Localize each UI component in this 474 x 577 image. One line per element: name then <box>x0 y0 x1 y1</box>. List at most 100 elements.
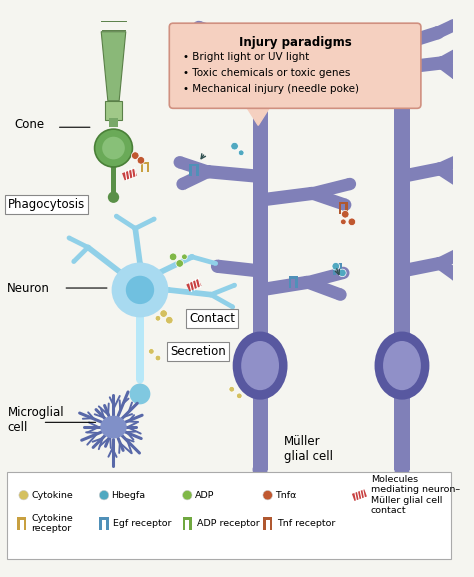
Circle shape <box>155 355 161 361</box>
Polygon shape <box>210 283 236 297</box>
Polygon shape <box>310 62 343 85</box>
Bar <box>295 276 298 288</box>
Bar <box>340 263 342 275</box>
Polygon shape <box>401 257 441 278</box>
Bar <box>17 517 20 530</box>
Polygon shape <box>437 154 463 174</box>
Bar <box>17 517 27 520</box>
Circle shape <box>208 292 214 298</box>
Bar <box>352 489 367 501</box>
Circle shape <box>254 193 267 207</box>
Circle shape <box>306 188 318 200</box>
Text: Secretion: Secretion <box>170 345 226 358</box>
Circle shape <box>434 163 446 175</box>
Circle shape <box>133 226 137 231</box>
Text: • Toxic chemicals or toxic genes: • Toxic chemicals or toxic genes <box>182 68 350 78</box>
Circle shape <box>206 57 219 70</box>
Text: Cytokine
receptor: Cytokine receptor <box>31 514 73 533</box>
Ellipse shape <box>126 276 154 304</box>
Polygon shape <box>204 28 222 47</box>
Circle shape <box>85 245 91 250</box>
Text: • Bright light or UV light: • Bright light or UV light <box>182 51 309 62</box>
Polygon shape <box>437 249 462 269</box>
Circle shape <box>395 61 409 74</box>
Text: Egf receptor: Egf receptor <box>113 519 172 528</box>
Polygon shape <box>310 31 338 54</box>
Polygon shape <box>86 245 123 275</box>
Circle shape <box>451 269 463 282</box>
Circle shape <box>173 156 186 168</box>
Circle shape <box>434 163 446 175</box>
Polygon shape <box>208 165 261 183</box>
Circle shape <box>306 61 319 74</box>
FancyBboxPatch shape <box>169 23 421 108</box>
Polygon shape <box>401 57 443 74</box>
Bar <box>146 162 149 173</box>
Bar <box>182 517 185 530</box>
Circle shape <box>95 129 132 167</box>
Polygon shape <box>400 27 440 50</box>
Bar <box>189 164 192 176</box>
Circle shape <box>209 293 213 297</box>
Polygon shape <box>259 187 313 207</box>
Bar <box>105 101 122 119</box>
Polygon shape <box>189 58 216 80</box>
Bar <box>100 517 109 520</box>
Bar <box>289 276 298 279</box>
Polygon shape <box>72 246 90 263</box>
Circle shape <box>339 198 351 211</box>
Circle shape <box>211 27 224 39</box>
Bar <box>7 473 451 560</box>
Text: Tnf receptor: Tnf receptor <box>277 519 336 528</box>
Circle shape <box>209 293 213 297</box>
Circle shape <box>110 193 116 198</box>
Circle shape <box>118 270 124 276</box>
Circle shape <box>213 261 218 266</box>
Circle shape <box>133 226 137 231</box>
Circle shape <box>341 211 349 218</box>
Ellipse shape <box>241 341 279 390</box>
Polygon shape <box>178 156 210 178</box>
Polygon shape <box>305 276 343 301</box>
Circle shape <box>211 260 224 273</box>
Text: Hbegfa: Hbegfa <box>111 490 146 500</box>
Polygon shape <box>158 254 193 275</box>
Polygon shape <box>212 57 261 74</box>
Circle shape <box>201 165 215 178</box>
Bar <box>189 164 199 166</box>
Polygon shape <box>439 48 462 68</box>
Polygon shape <box>132 228 143 264</box>
Circle shape <box>306 30 318 43</box>
Circle shape <box>254 283 267 297</box>
Circle shape <box>165 316 173 324</box>
Circle shape <box>238 150 244 156</box>
Polygon shape <box>401 162 441 183</box>
Circle shape <box>86 245 91 250</box>
Polygon shape <box>253 33 268 470</box>
Circle shape <box>137 261 143 266</box>
Circle shape <box>434 257 446 269</box>
Polygon shape <box>437 164 462 186</box>
Circle shape <box>254 38 267 51</box>
Polygon shape <box>101 32 126 101</box>
Bar <box>109 118 118 128</box>
Bar <box>182 517 192 520</box>
Polygon shape <box>311 24 346 43</box>
Circle shape <box>108 192 119 203</box>
Circle shape <box>102 137 125 159</box>
Circle shape <box>100 490 109 500</box>
Polygon shape <box>259 276 309 297</box>
Circle shape <box>182 490 192 500</box>
Circle shape <box>455 153 467 166</box>
Text: Cone: Cone <box>14 118 45 131</box>
Circle shape <box>306 30 319 43</box>
Polygon shape <box>210 293 234 309</box>
Circle shape <box>183 47 195 59</box>
Circle shape <box>131 152 139 159</box>
Polygon shape <box>394 33 410 470</box>
Circle shape <box>169 253 177 261</box>
Ellipse shape <box>383 341 421 390</box>
Ellipse shape <box>129 384 150 404</box>
Circle shape <box>110 164 116 170</box>
Circle shape <box>339 52 351 65</box>
